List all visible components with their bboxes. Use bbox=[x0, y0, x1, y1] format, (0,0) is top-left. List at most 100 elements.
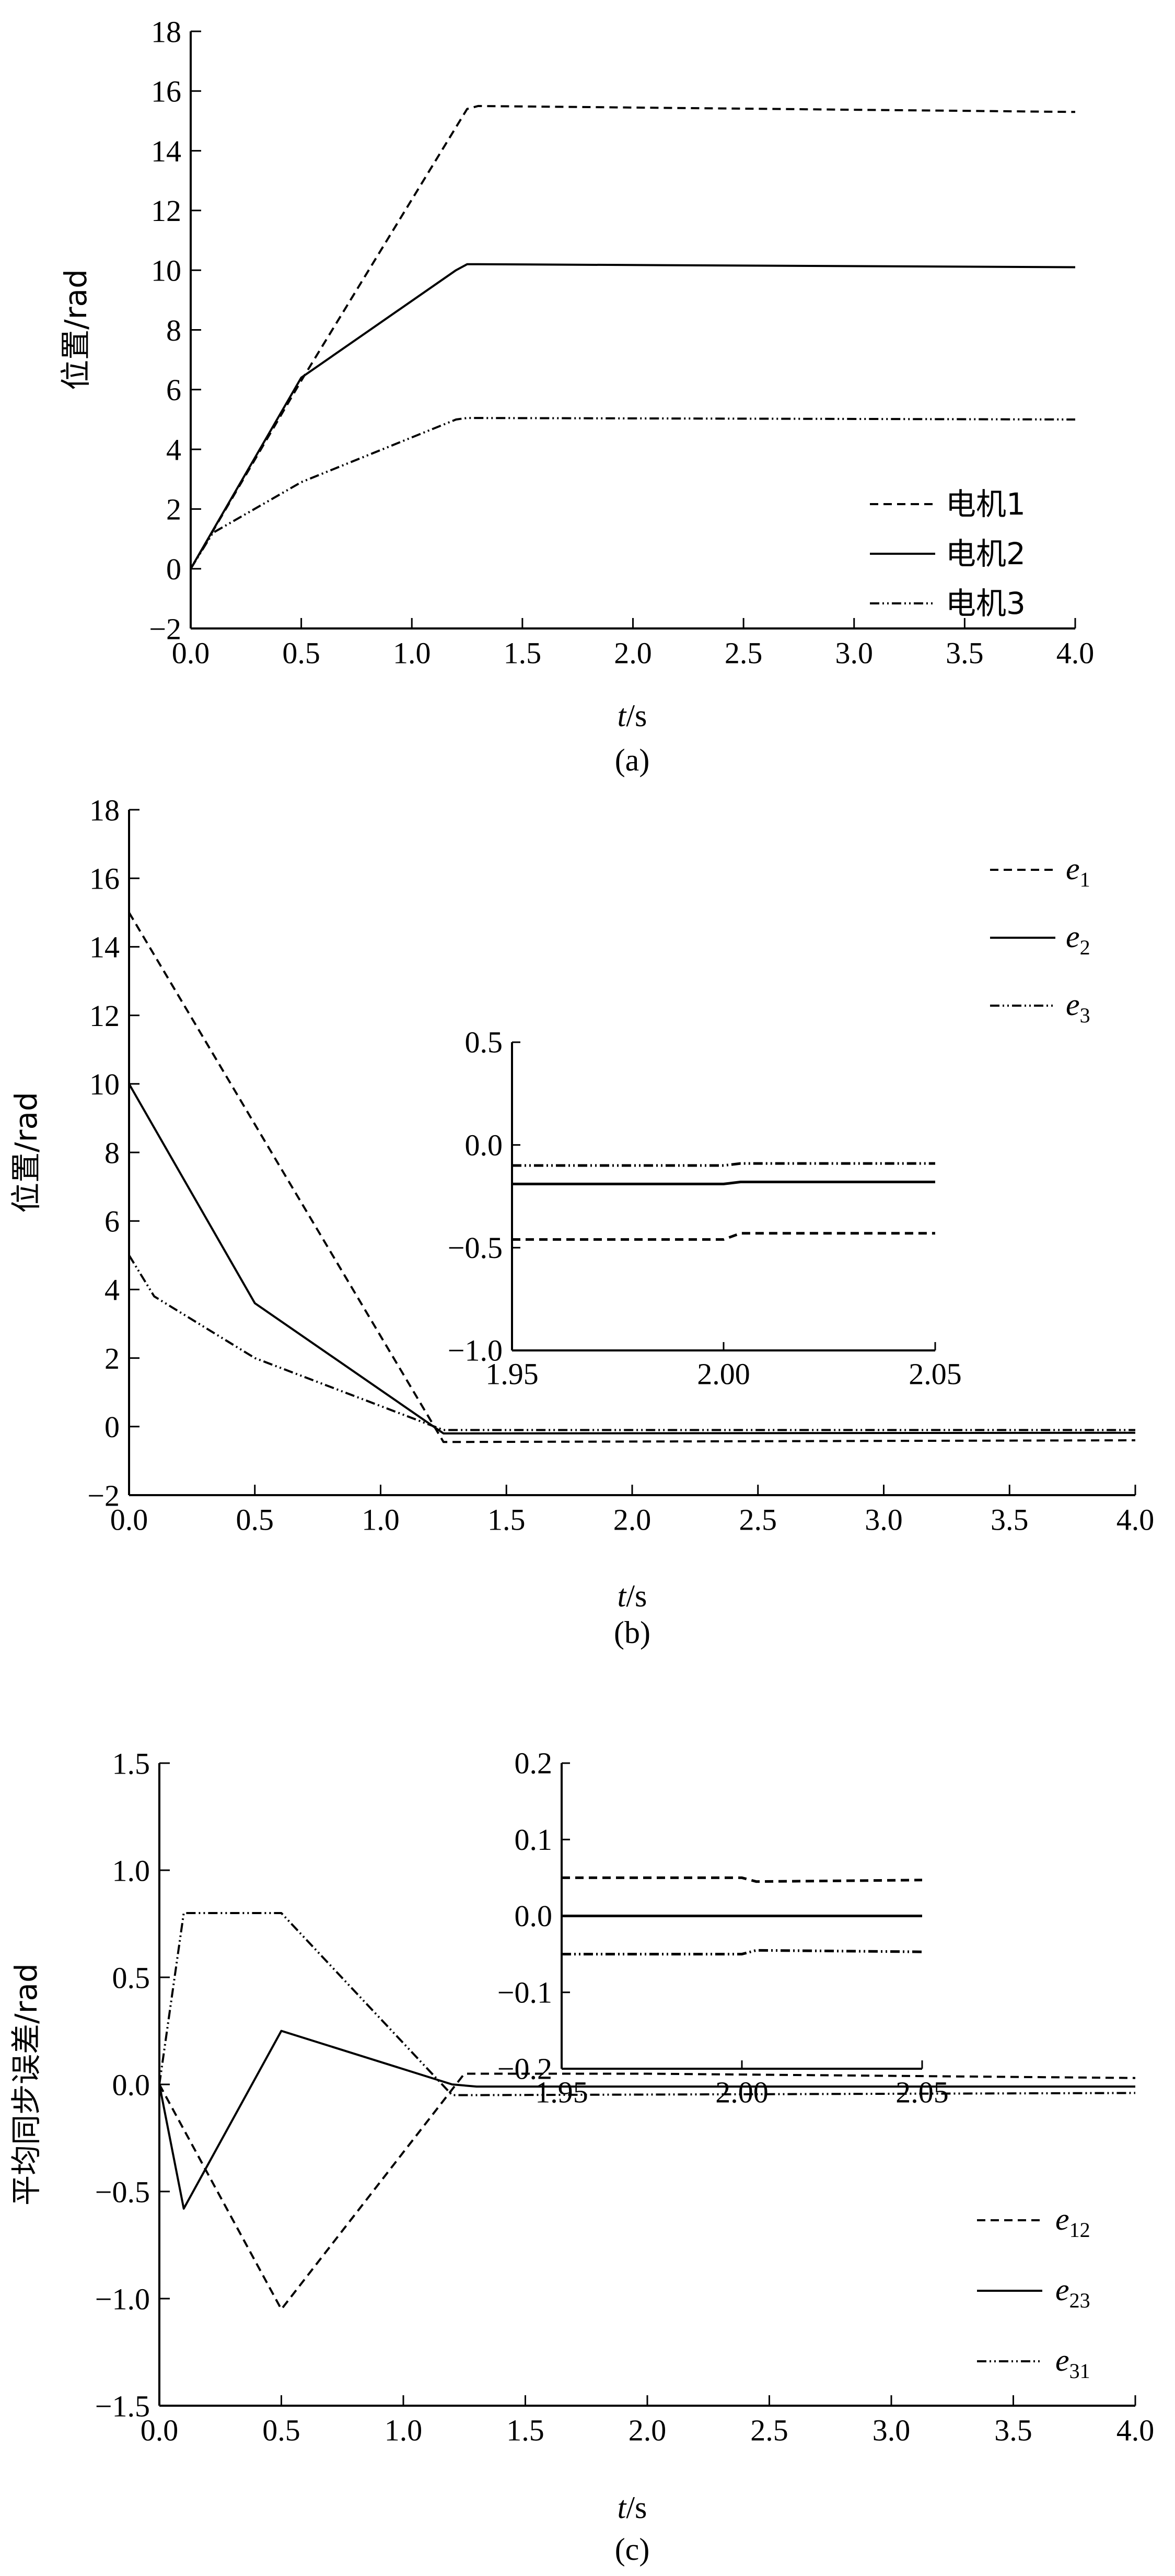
panel-c-series-line-1 bbox=[158, 2072, 1136, 2311]
panel-c: 0.0 0.5 1.0 1.5 2.0 2.5 3.0 3.5 4.0 −1.5 −1.0 −0.5 0… bbox=[8, 1746, 1154, 2567]
inset-c-y-tick-label: 0.1 bbox=[515, 1823, 553, 1857]
panel-b-caption: (b) bbox=[614, 1615, 650, 1650]
panel-a-legend-label-2: 电机2 bbox=[946, 536, 1026, 572]
inset-b-series-line-3 bbox=[512, 1162, 935, 1167]
panel-a: 0.0 0.5 1.0 1.5 2.0 2.5 3.0 3.5 4.0 −2 0 2 4 6 8 10 12 14… bbox=[58, 15, 1094, 777]
panel-c-y-tick-label: −1.5 bbox=[95, 2389, 150, 2423]
inset-b-y-tick-label: −1.0 bbox=[448, 1334, 503, 1368]
panel-a-y-tick-label: 6 bbox=[166, 373, 181, 407]
panel-b-y-tick-label: 2 bbox=[104, 1342, 120, 1376]
panel-b-x-tick-label: 2.0 bbox=[613, 1503, 652, 1537]
panel-b-y-tick-label: 10 bbox=[89, 1067, 120, 1101]
panel-b-series-line-2 bbox=[128, 1083, 1136, 1435]
panel-a-x-tick-label: 0.0 bbox=[172, 636, 210, 670]
panel-a-y-tick-label: 18 bbox=[151, 15, 181, 49]
panel-c-x-tick-label: 4.0 bbox=[1116, 2414, 1155, 2447]
panel-b-x-tick-label: 2.5 bbox=[739, 1503, 777, 1537]
inset-c-y-tick-label: −0.1 bbox=[497, 1975, 552, 2009]
inset-b-x-tick-label: 1.95 bbox=[485, 1357, 539, 1391]
panel-b-x-tick-label: 0.5 bbox=[236, 1503, 274, 1537]
panel-c-y-tick-label: 1.5 bbox=[112, 1746, 150, 1780]
panel-c-x-tick-label: 0.0 bbox=[141, 2414, 179, 2447]
inset-c-series-line-1 bbox=[562, 1876, 923, 1883]
panel-b-y-axis-title: 位置/rad bbox=[8, 1092, 44, 1213]
panel-a-x-tick-label: 1.5 bbox=[504, 636, 542, 670]
panel-b: 0.0 0.5 1.0 1.5 2.0 2.5 3.0 3.5 4.0 −2 0 2 4 6 8 10 12 14… bbox=[8, 793, 1154, 1650]
inset-c-x-tick-label: 1.95 bbox=[535, 2075, 588, 2109]
panel-c-y-tick-label: 1.0 bbox=[112, 1854, 150, 1887]
panel-b-legend-label-2: e2 bbox=[1066, 919, 1090, 959]
inset-c-x-tick-label: 2.05 bbox=[895, 2075, 949, 2109]
panel-a-x-tick-label: 1.0 bbox=[393, 636, 431, 670]
inset-b-y-tick-label: 0.0 bbox=[465, 1128, 503, 1162]
panel-b-y-tick-label: 4 bbox=[104, 1273, 120, 1307]
panel-c-caption: (c) bbox=[615, 2532, 650, 2567]
panel-b-x-tick-label: 3.5 bbox=[991, 1503, 1029, 1537]
panel-b-y-tick-label: 0 bbox=[104, 1410, 120, 1444]
panel-c-y-tick-label: −0.5 bbox=[95, 2175, 150, 2209]
inset-c-y-tick-label: 0.2 bbox=[515, 1746, 553, 1780]
panel-b-series-line-3 bbox=[128, 1254, 1135, 1431]
panel-c-x-tick-label: 2.0 bbox=[629, 2414, 667, 2447]
panel-a-legend-label-3: 电机3 bbox=[946, 586, 1026, 621]
panel-c-x-axis-title: t/s bbox=[618, 2490, 647, 2525]
panel-c-series-line-3 bbox=[158, 1912, 1136, 2096]
panel-b-y-tick-label: 6 bbox=[104, 1205, 120, 1239]
panel-b-y-tick-label: 14 bbox=[89, 930, 120, 964]
panel-b-y-tick-label: −2 bbox=[87, 1478, 120, 1512]
panel-c-legend-label-2: e23 bbox=[1055, 2272, 1090, 2312]
inset-c-y-tick-label: −0.2 bbox=[497, 2052, 552, 2086]
panel-a-legend-label-1: 电机1 bbox=[946, 486, 1026, 522]
panel-b-series-line-1 bbox=[128, 912, 1136, 1443]
panel-a-x-tick-label: 2.5 bbox=[725, 636, 763, 670]
panel-a-caption: (a) bbox=[615, 743, 650, 777]
panel-a-x-tick-label: 4.0 bbox=[1056, 636, 1095, 670]
inset-c-x-tick-label: 2.00 bbox=[715, 2075, 769, 2109]
panel-b-y-tick-label: 8 bbox=[104, 1136, 120, 1170]
panel-c-y-axis-title: 平均同步误差/rad bbox=[8, 1963, 44, 2206]
panel-a-x-tick-label: 2.0 bbox=[614, 636, 652, 670]
panel-a-y-tick-label: 4 bbox=[166, 433, 181, 467]
panel-b-x-tick-label: 1.0 bbox=[362, 1503, 400, 1537]
inset-b-series-line-1 bbox=[512, 1232, 935, 1241]
panel-b-y-tick-label: 12 bbox=[89, 999, 120, 1033]
panel-c-y-tick-label: −1.0 bbox=[95, 2282, 150, 2316]
inset-b-y-tick-label: −0.5 bbox=[448, 1231, 503, 1265]
panel-b-legend-label-3: e3 bbox=[1066, 987, 1090, 1027]
panel-c-series-line-2 bbox=[158, 2030, 1135, 2210]
panel-a-y-tick-label: 10 bbox=[151, 254, 181, 288]
panel-a-y-tick-label: 12 bbox=[151, 194, 181, 228]
panel-b-x-tick-label: 3.0 bbox=[865, 1503, 903, 1537]
panel-a-y-tick-label: 16 bbox=[151, 75, 181, 109]
panel-a-y-tick-label: 2 bbox=[166, 493, 181, 527]
panel-a-x-axis-title: t/s bbox=[618, 698, 647, 733]
panel-a-y-tick-label: 8 bbox=[166, 313, 181, 347]
inset-c: 1.95 2.00 2.05 −0.2 −0.1 0.0 0.1 0.2 bbox=[497, 1746, 949, 2109]
panel-b-x-axis-title: t/s bbox=[618, 1579, 647, 1613]
panel-a-y-tick-label: 14 bbox=[151, 134, 181, 168]
panel-c-x-tick-label: 2.5 bbox=[750, 2414, 788, 2447]
panel-a-y-tick-label: −2 bbox=[149, 612, 181, 646]
panel-b-y-tick-label: 18 bbox=[89, 793, 120, 827]
panel-b-x-tick-label: 0.0 bbox=[110, 1503, 148, 1537]
panel-b-y-tick-label: 16 bbox=[89, 862, 120, 896]
panel-a-series-line-3 bbox=[190, 417, 1076, 569]
inset-c-y-tick-label: 0.0 bbox=[515, 1899, 553, 1933]
panel-a-y-tick-label: 0 bbox=[166, 552, 181, 586]
panel-a-series-line-1 bbox=[190, 104, 1076, 569]
panel-b-x-tick-label: 4.0 bbox=[1116, 1503, 1155, 1537]
panel-c-x-tick-label: 0.5 bbox=[262, 2414, 300, 2447]
panel-c-x-tick-label: 1.0 bbox=[385, 2414, 423, 2447]
inset-b-x-tick-label: 2.05 bbox=[909, 1357, 962, 1391]
panel-a-series-line-2 bbox=[190, 263, 1076, 569]
panel-c-y-tick-label: 0.0 bbox=[112, 2068, 150, 2102]
panel-b-legend-label-1: e1 bbox=[1066, 852, 1090, 891]
panel-a-x-tick-label: 3.5 bbox=[946, 636, 984, 670]
inset-c-series-line-3 bbox=[562, 1949, 923, 1956]
panel-c-legend-label-1: e12 bbox=[1055, 2202, 1090, 2242]
panel-c-legend-label-3: e31 bbox=[1055, 2343, 1090, 2383]
inset-b-series-line-2 bbox=[512, 1181, 935, 1185]
panel-b-x-tick-label: 1.5 bbox=[487, 1503, 526, 1537]
panel-c-x-tick-label: 3.5 bbox=[994, 2414, 1032, 2447]
